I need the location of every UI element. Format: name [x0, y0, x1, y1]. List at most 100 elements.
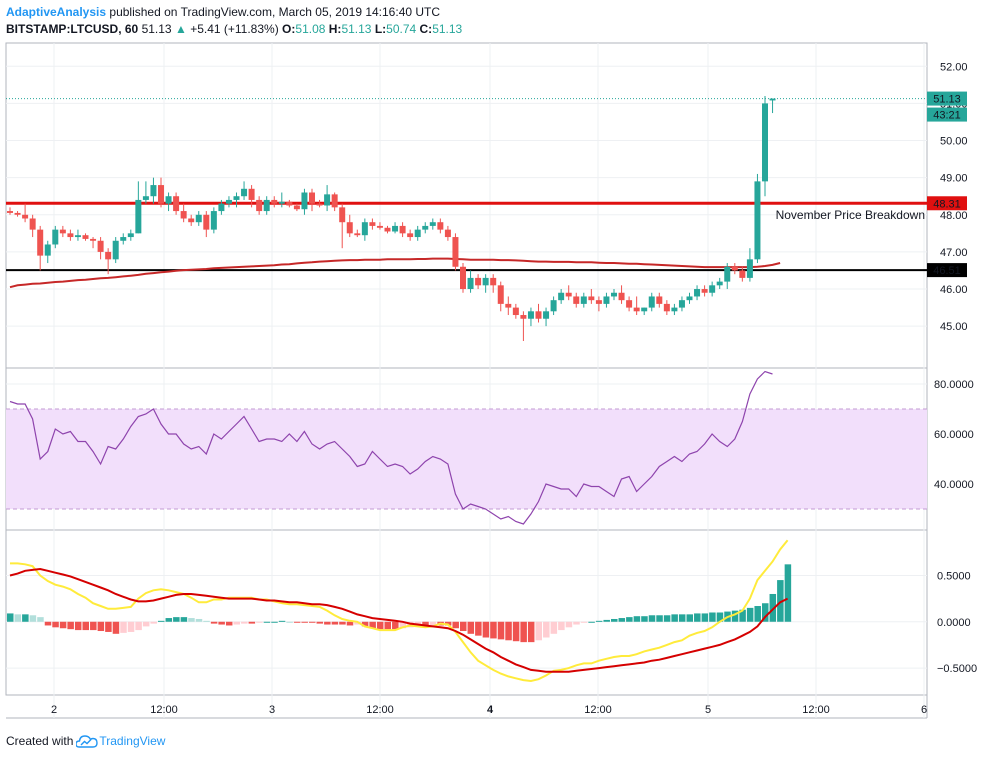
macd-tick-label: 0.5000 [937, 570, 971, 582]
candle-body [580, 296, 587, 304]
candle-body [324, 194, 331, 206]
candle-body [399, 225, 406, 234]
up-triangle-icon: ▲ [174, 22, 187, 36]
macd-histogram-bar [316, 621, 324, 624]
macd-histogram-bar [150, 621, 157, 624]
macd-histogram-bar [392, 621, 399, 630]
publish-line: AdaptiveAnalysis published on TradingVie… [6, 5, 440, 19]
candle-body [475, 277, 482, 286]
macd-histogram-bar [701, 613, 709, 622]
x-tick-label: 6 [921, 704, 927, 716]
macd-histogram-bar [376, 621, 384, 630]
candle-body [233, 196, 240, 200]
candle-body [694, 289, 701, 297]
moving-average-line [9, 257, 781, 289]
author-link[interactable]: AdaptiveAnalysis [6, 5, 107, 19]
macd-line [9, 567, 789, 673]
macd-histogram-bar [754, 606, 761, 622]
macd-histogram-bar [422, 621, 429, 627]
candle-body [384, 227, 391, 232]
macd-histogram-bar [746, 607, 754, 622]
macd-histogram-bar [225, 621, 233, 626]
macd-histogram-bar [165, 618, 173, 622]
candle-body [256, 199, 263, 212]
candle-body [354, 233, 361, 236]
candle-body [82, 235, 89, 239]
close-label: C: [419, 22, 433, 36]
candle-body [633, 307, 640, 312]
candle-body [618, 292, 625, 301]
macd-histogram-bar [52, 621, 59, 628]
macd-histogram-bar [59, 621, 67, 629]
price-tick-label: 48.00 [940, 210, 968, 222]
macd-histogram-bar [648, 615, 656, 622]
macd-histogram-bar [82, 621, 89, 631]
x-tick-label: 4 [487, 704, 494, 716]
price-tick-label: 50.00 [940, 136, 968, 148]
macd-histogram-bar [573, 621, 580, 625]
macd-histogram-bar [14, 614, 22, 622]
candle-body [437, 222, 444, 230]
rsi-pane[interactable] [6, 370, 927, 525]
candle-body [709, 285, 716, 293]
candle-body [14, 212, 21, 215]
macd-pane[interactable] [7, 539, 792, 683]
x-tick-label: 12:00 [802, 704, 830, 716]
macd-histogram-bar [384, 621, 391, 630]
candle-body [376, 225, 383, 228]
candle-body [543, 311, 550, 319]
candle-body [520, 315, 527, 319]
tradingview-brand[interactable]: TradingView [99, 734, 166, 748]
candle-body [278, 201, 285, 204]
candle-body [263, 199, 270, 212]
candle-body [361, 222, 368, 236]
candle-body [188, 218, 195, 223]
macd-histogram-bar [618, 618, 626, 622]
candle-body [52, 229, 59, 245]
macd-histogram-bar [248, 621, 256, 624]
change-value: +5.41 (+11.83%) [190, 22, 279, 36]
signal-line [10, 539, 789, 683]
macd-histogram-bar [256, 621, 263, 623]
macd-histogram-bar [550, 621, 558, 634]
open-label: O: [282, 22, 296, 36]
candle-body [29, 218, 36, 230]
candle-body [671, 307, 678, 312]
macd-histogram-bar [293, 621, 301, 623]
candle-body [565, 292, 572, 297]
candle-body [701, 289, 708, 293]
x-tick-label: 12:00 [584, 704, 612, 716]
macd-histogram-bar [361, 621, 369, 627]
price-pane[interactable] [6, 95, 927, 342]
publish-info: published on TradingView.com, March 05, … [109, 5, 441, 19]
candle-body [271, 199, 278, 204]
macd-histogram-bar [475, 621, 482, 636]
candle-body [678, 300, 685, 308]
candle-body [165, 196, 172, 204]
macd-histogram-bar [37, 617, 44, 622]
resistance-price-tag: 48.31 [933, 198, 961, 210]
candle-body [724, 266, 731, 282]
candle-body [44, 244, 51, 256]
candle-body [195, 214, 202, 223]
candle-body [74, 235, 81, 238]
candle-body [309, 192, 315, 204]
macd-histogram-bar [301, 621, 308, 623]
macd-histogram-bar [527, 621, 535, 643]
candle-body [203, 214, 210, 230]
macd-histogram-bar [44, 621, 52, 626]
rsi-tick-label: 80.0000 [934, 379, 974, 391]
macd-histogram-bar [97, 621, 105, 632]
price-tick-label: 46.00 [940, 284, 968, 296]
symbol-line: BITSTAMP:LTCUSD, 60 51.13 ▲ +5.41 (+11.8… [6, 22, 462, 36]
candle-body [467, 277, 474, 290]
macd-histogram-bar [482, 621, 490, 638]
macd-histogram-bar [731, 610, 739, 622]
macd-histogram-bar [452, 621, 459, 629]
countdown-tag-bg [927, 107, 967, 122]
low-value: 50.74 [386, 22, 417, 36]
macd-histogram-bar [678, 614, 686, 622]
candle-body [527, 311, 534, 319]
x-tick-label: 12:00 [150, 704, 178, 716]
